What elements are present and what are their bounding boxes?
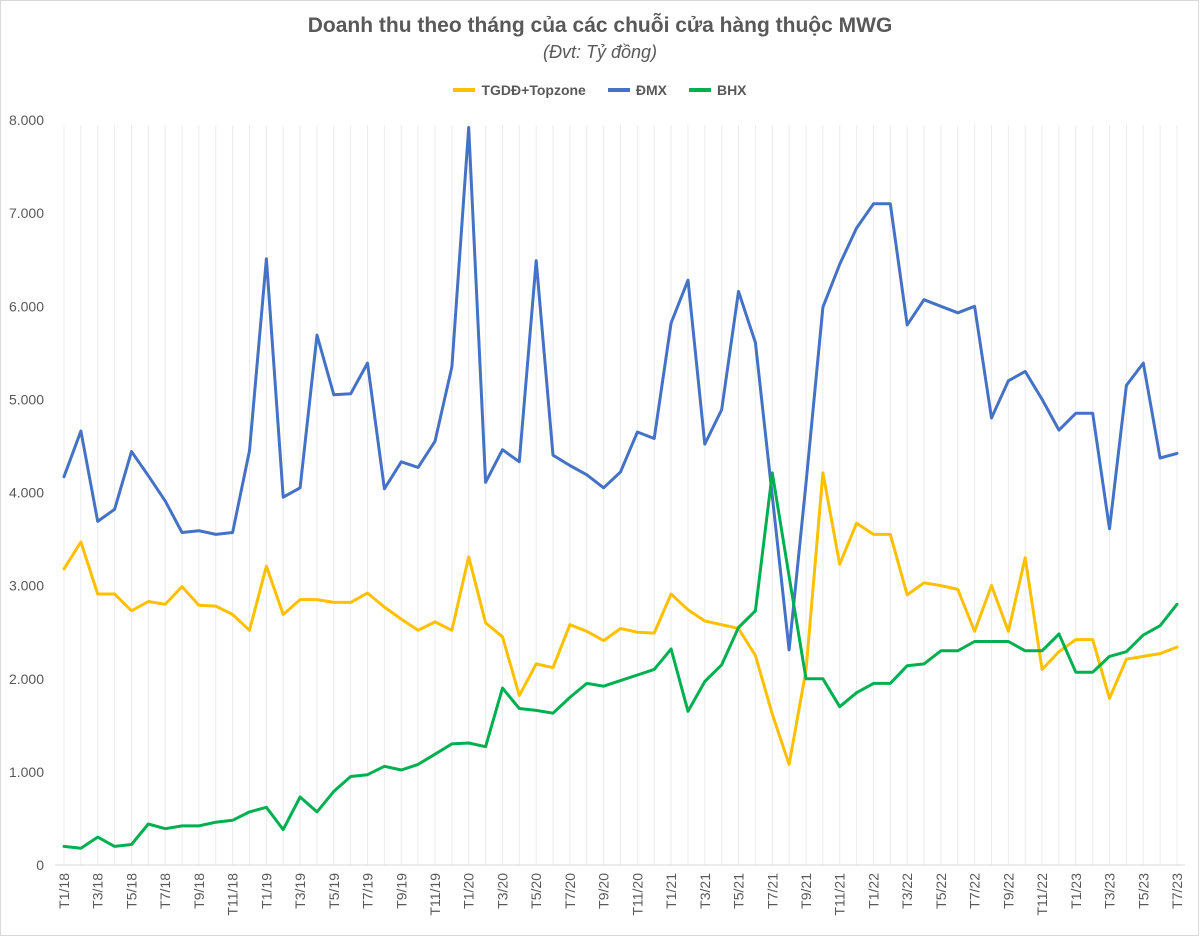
legend-item-bhx: BHX <box>688 82 747 98</box>
x-tick-label: T3/18 <box>90 873 106 909</box>
x-tick-label: T11/21 <box>832 873 848 916</box>
chart-subtitle: (Đvt: Tỷ đồng) <box>542 42 658 62</box>
x-tick-label: T11/18 <box>225 873 241 916</box>
x-tick-label: T9/18 <box>191 873 207 909</box>
x-tick-label: T11/19 <box>427 873 443 916</box>
y-tick-label: 1.000 <box>9 764 44 780</box>
x-tick-label: T5/18 <box>123 873 139 909</box>
x-tick-label: T11/20 <box>629 873 645 916</box>
x-tick-label: T1/22 <box>865 873 881 909</box>
x-tick-label: T9/22 <box>1000 873 1016 909</box>
x-tick-label: T7/22 <box>967 873 983 909</box>
y-tick-label: 5.000 <box>9 391 44 407</box>
legend-swatch-tgdd <box>453 88 476 92</box>
x-tick-label: T3/20 <box>494 873 510 909</box>
series-line-tgdd <box>62 471 1179 766</box>
x-tick-label: T1/20 <box>461 873 477 909</box>
y-tick-label: 0 <box>36 857 44 873</box>
x-tick-label: T7/20 <box>562 873 578 909</box>
legend-swatch-bhx <box>688 88 711 92</box>
x-tick-label: T1/19 <box>258 873 274 909</box>
legend-label-tgdd: TGDĐ+Topzone <box>481 82 586 98</box>
y-tick-label: 3.000 <box>9 578 44 594</box>
x-tick-label: T5/21 <box>731 873 747 909</box>
y-tick-label: 2.000 <box>9 671 44 687</box>
legend-swatch-dmx <box>607 88 630 92</box>
legend-item-dmx: ĐMX <box>607 82 667 98</box>
x-tick-label: T5/22 <box>933 873 949 909</box>
x-tick-label: T1/21 <box>663 873 679 909</box>
legend-item-tgdd: TGDĐ+Topzone <box>453 82 586 98</box>
x-tick-label: T11/22 <box>1034 873 1050 916</box>
series-line-dmx <box>62 126 1179 652</box>
x-tick-label: T9/19 <box>393 873 409 909</box>
y-tick-label: 4.000 <box>9 485 44 501</box>
x-tick-label: T9/20 <box>596 873 612 909</box>
x-tick-label: T9/21 <box>798 873 814 909</box>
x-tick-label: T5/19 <box>326 873 342 909</box>
series-line-bhx <box>62 471 1179 850</box>
x-tick-label: T3/21 <box>697 873 713 909</box>
x-tick-label: T7/18 <box>157 873 173 909</box>
legend-label-dmx: ĐMX <box>635 82 667 98</box>
x-tick-label: T1/23 <box>1068 873 1084 909</box>
x-tick-label: T7/19 <box>360 873 376 909</box>
legend-label-bhx: BHX <box>716 82 747 98</box>
y-tick-label: 6.000 <box>9 298 44 314</box>
x-tick-label: T3/22 <box>899 873 915 909</box>
x-tick-label: T3/19 <box>292 873 308 909</box>
x-tick-label: T5/20 <box>528 873 544 909</box>
y-tick-label: 7.000 <box>9 205 44 221</box>
x-tick-label: T7/21 <box>764 873 780 909</box>
x-tick-label: T5/23 <box>1135 873 1151 909</box>
x-tick-label: T7/23 <box>1169 873 1185 909</box>
chart-title: Doanh thu theo tháng của các chuỗi cửa h… <box>307 14 893 37</box>
x-tick-label: T1/18 <box>56 873 72 909</box>
legend: TGDĐ+Topzone ĐMX BHX <box>0 82 1200 98</box>
x-tick-label: T3/23 <box>1102 873 1118 909</box>
y-tick-label: 8.000 <box>9 112 44 128</box>
